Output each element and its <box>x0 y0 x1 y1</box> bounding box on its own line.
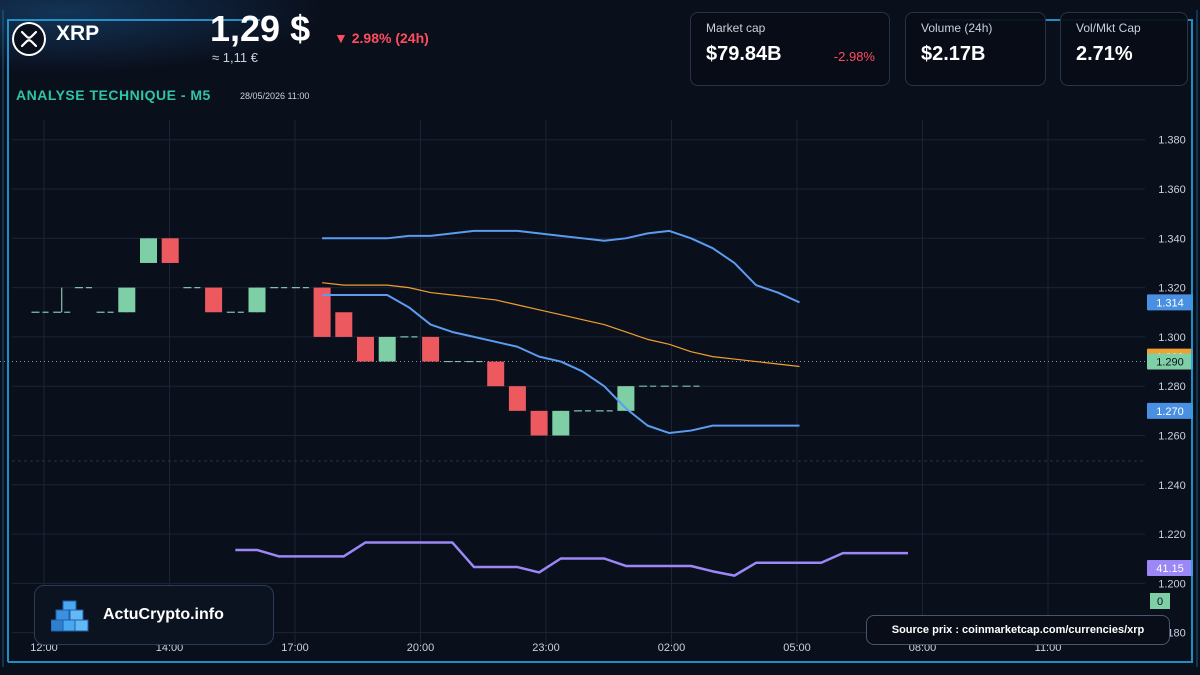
bollinger-lower-badge: 1.270 <box>1156 406 1184 418</box>
candle-body <box>552 410 570 436</box>
bollinger-upper-line <box>322 229 800 304</box>
candle-body <box>205 287 223 313</box>
rsi-badge-bg <box>1147 559 1193 576</box>
candle-body <box>313 287 331 337</box>
candle-body <box>357 336 374 362</box>
x-tick-label: 23:00 <box>532 642 560 654</box>
brand-name: ActuCrypto.info <box>103 606 224 623</box>
candle-body <box>161 238 179 263</box>
rsi-badge: 41.15 <box>1156 563 1184 575</box>
x-tick-label: 20:00 <box>407 642 435 654</box>
timestamp: 28/05/2026 11:00 <box>240 91 310 101</box>
stat-card-volume: Volume (24h) $2.17B <box>905 12 1046 86</box>
x-tick-label: 05:00 <box>783 642 811 654</box>
coin-symbol: XRP <box>56 22 100 45</box>
bollinger-upper-badge-bg <box>1147 294 1193 311</box>
y-tick-label: 1.200 <box>1158 578 1186 590</box>
stat-value: $2.17B <box>921 43 986 65</box>
zero-badge-bg <box>1150 593 1170 609</box>
cubes-logo-icon <box>50 600 89 637</box>
x-tick-label: 14:00 <box>156 642 184 654</box>
current-price-badge-bg <box>1147 353 1193 370</box>
candle-body <box>248 287 266 313</box>
candle-body <box>118 287 136 313</box>
source-label: Source prix : coinmarketcap.com/currenci… <box>866 615 1170 645</box>
candle-body <box>422 336 440 362</box>
candle-body <box>378 336 396 362</box>
stat-card-market-cap: Market cap $79.84B -2.98% <box>690 12 890 86</box>
stat-value: 2.71% <box>1076 43 1133 65</box>
stat-card-vol-mkt-cap: Vol/Mkt Cap 2.71% <box>1060 12 1188 86</box>
y-tick-label: 1.220 <box>1158 529 1186 541</box>
rsi-line <box>235 541 908 577</box>
stat-value: $79.84B <box>706 43 782 65</box>
y-tick-label: 1.320 <box>1158 283 1186 295</box>
x-tick-label: 12:00 <box>30 642 58 654</box>
x-tick-label: 17:00 <box>281 642 309 654</box>
moving-average-line <box>322 282 800 368</box>
bollinger-upper-badge: 1.314 <box>1156 297 1184 309</box>
candle-body <box>335 312 353 337</box>
analysis-title: ANALYSE TECHNIQUE - M5 <box>16 87 211 103</box>
y-tick-label: 1.380 <box>1158 135 1186 147</box>
candle-body <box>530 410 548 436</box>
change-24h: ▼ 2.98% (24h) <box>334 30 429 46</box>
x-tick-label: 08:00 <box>909 642 937 654</box>
candle-body <box>508 386 526 411</box>
y-tick-label: 1.260 <box>1158 430 1186 442</box>
xrp-logo-icon <box>12 22 46 56</box>
candle-body <box>487 361 505 387</box>
current-price: 1,29 $ <box>210 8 311 49</box>
zero-badge: 0 <box>1157 596 1163 608</box>
x-tick-label: 11:00 <box>1035 642 1062 654</box>
y-tick-label: 1.280 <box>1158 381 1186 393</box>
y-tick-label: 1.340 <box>1158 233 1186 245</box>
frame-border-outer <box>2 10 1198 667</box>
current-price-badge: 1.290 <box>1156 357 1184 369</box>
bollinger-lower-line <box>322 294 800 435</box>
stat-label: Volume (24h) <box>921 21 993 35</box>
stat-change: -2.98% <box>833 49 875 64</box>
price-eur: ≈ 1,11 € <box>212 50 258 65</box>
y-tick-label: 1.240 <box>1158 480 1186 492</box>
stat-label: Market cap <box>706 21 766 35</box>
bollinger-lower-badge-bg <box>1147 402 1193 419</box>
stat-label: Vol/Mkt Cap <box>1076 21 1141 35</box>
y-tick-label: 1.360 <box>1158 184 1186 196</box>
candle-body <box>140 238 157 263</box>
x-tick-label: 02:00 <box>658 642 686 654</box>
y-tick-label: 1.300 <box>1158 332 1186 344</box>
brand-badge: ActuCrypto.info <box>34 585 274 645</box>
